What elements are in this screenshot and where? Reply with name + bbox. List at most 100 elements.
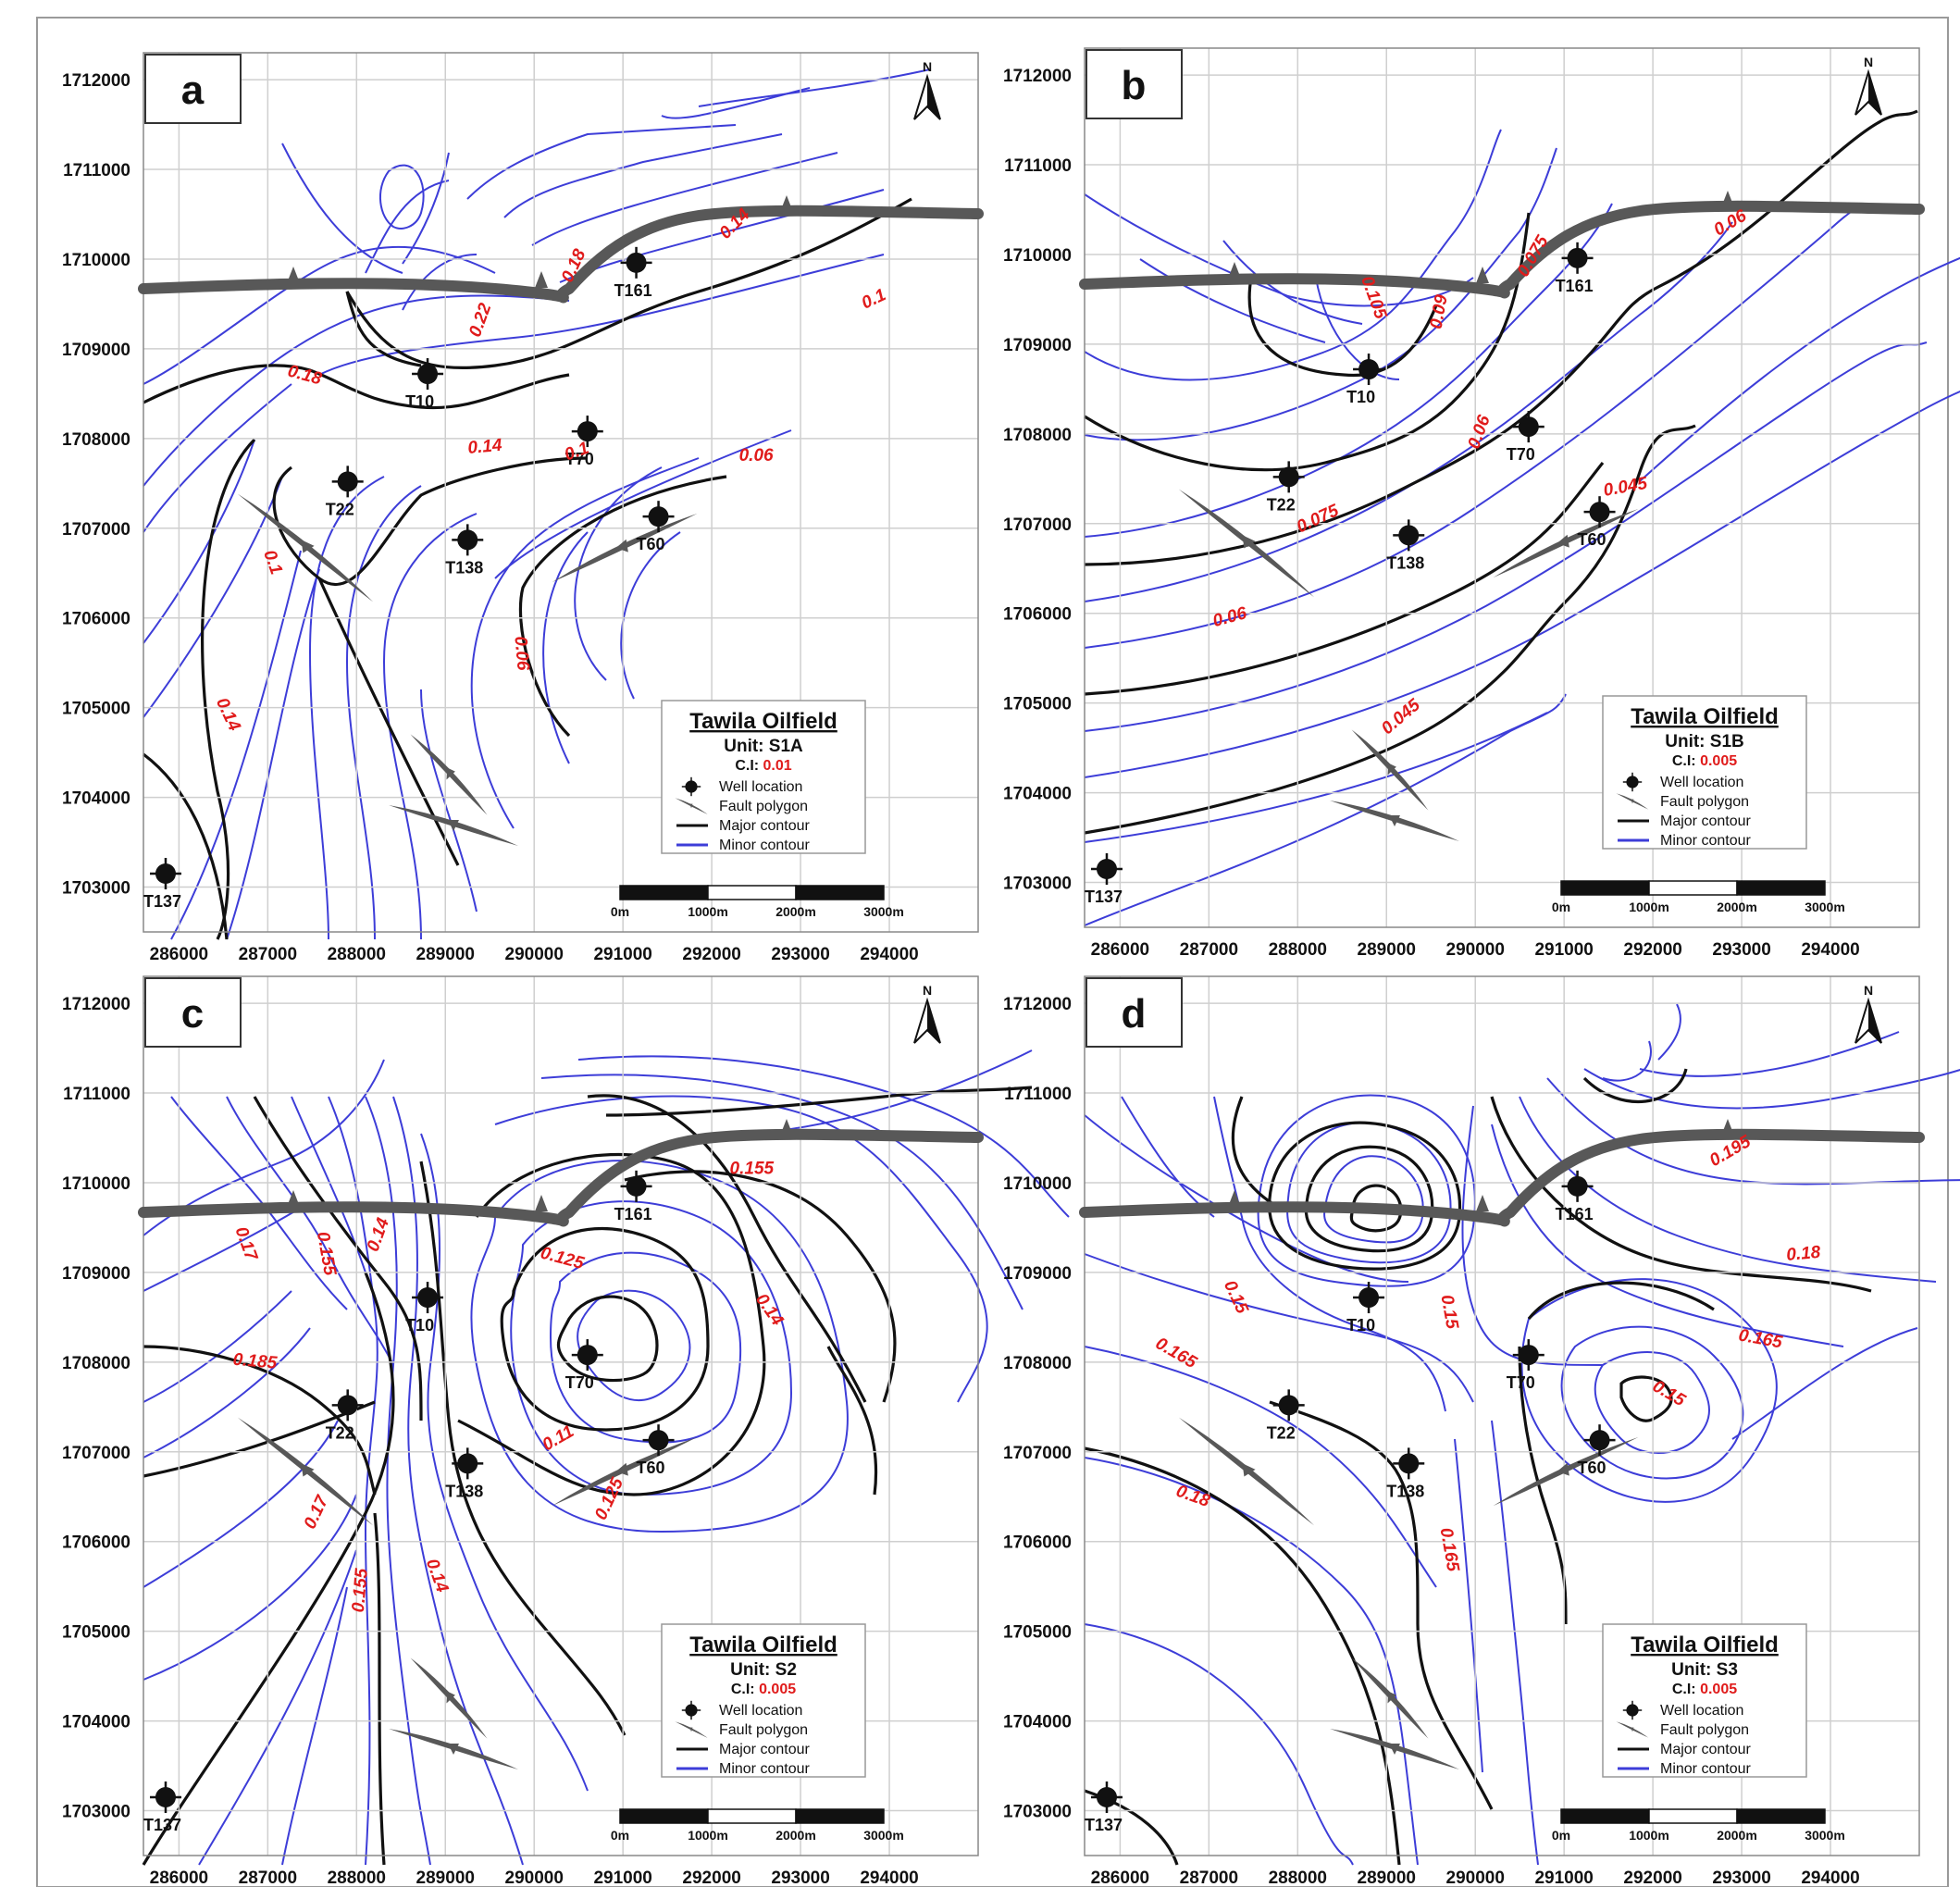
x-tick-label: 294000 <box>860 945 918 964</box>
major-contour <box>253 1096 423 1421</box>
minor-contour <box>420 689 478 912</box>
scalebar-segment <box>619 885 709 900</box>
y-tick-label: 1712000 <box>1003 995 1072 1014</box>
north-label: N <box>1864 55 1873 69</box>
x-tick-label: 286000 <box>1091 940 1149 960</box>
y-tick-label: 1706000 <box>1003 1533 1072 1553</box>
panel-letter: c <box>181 991 204 1037</box>
scalebar-segment <box>1648 1808 1738 1824</box>
major-contour <box>1084 424 1696 835</box>
legend-ci: C.I: 0.005 <box>1672 753 1737 769</box>
well-label: T10 <box>405 392 434 411</box>
x-tick-label: 288000 <box>1269 1868 1327 1887</box>
minor-contour <box>1139 258 1326 343</box>
scalebar-label: 2000m <box>775 1828 816 1843</box>
contour-label: 0.185 <box>232 1350 279 1373</box>
y-tick-label: 1707000 <box>1003 515 1072 535</box>
y-tick-label: 1708000 <box>62 1354 130 1373</box>
fault-tick <box>1228 1190 1241 1207</box>
minor-contour <box>382 513 478 940</box>
legend-ci: C.I: 0.01 <box>735 758 791 774</box>
y-tick-label: 1710000 <box>1003 1174 1072 1194</box>
legend-item-label: Fault polygon <box>1660 794 1749 810</box>
minor-contour <box>1084 341 1928 732</box>
minor-contour <box>143 1420 339 1588</box>
minor-contour <box>143 383 292 533</box>
legend-ci-prefix: C.I: <box>731 1682 759 1697</box>
minor-contour <box>1731 1327 1918 1440</box>
minor-contour <box>281 1586 348 1866</box>
panel-overlay-a: 1712000 1711000 1710000 1709000 1708000 17070… <box>62 52 984 964</box>
legend-unit: Unit: S2 <box>730 1660 797 1680</box>
legend-item-label: Well location <box>1660 1703 1743 1719</box>
legend-item-label: Minor contour <box>719 838 810 853</box>
scalebar-label: 1000m <box>1629 1828 1669 1843</box>
legend-ci: C.I: 0.005 <box>731 1682 796 1697</box>
major-contour <box>142 1272 395 1866</box>
y-tick-label: 1706000 <box>62 1533 130 1553</box>
well-label: T22 <box>1267 1423 1296 1442</box>
well-label: T60 <box>1578 530 1606 549</box>
map-border <box>143 52 979 933</box>
minor-contour <box>143 294 570 487</box>
legend-item-label: Fault polygon <box>719 799 808 814</box>
y-tick-label: 1710000 <box>62 251 130 270</box>
major-contour <box>419 1161 626 1736</box>
well-label: T10 <box>1346 1316 1375 1335</box>
y-tick-label: 1704000 <box>1003 1713 1072 1732</box>
y-tick-label: 1703000 <box>62 879 130 899</box>
y-tick-label: 1703000 <box>62 1803 130 1822</box>
legend-title: Tawila Oilfield <box>1631 704 1779 729</box>
north-arrow-fill <box>927 77 940 119</box>
x-tick-label: 289000 <box>416 945 475 964</box>
legend-ci-prefix: C.I: <box>1672 753 1700 769</box>
scalebar-label: 2000m <box>775 904 816 919</box>
major-contour <box>1231 1096 1280 1210</box>
well-label: T70 <box>1507 1373 1535 1392</box>
y-tick-label: 1712000 <box>1003 67 1072 86</box>
minor-contour <box>1546 1077 1960 1186</box>
minor-contour <box>170 1096 348 1310</box>
scalebar-label: 1000m <box>688 1828 728 1843</box>
scalebar-segment <box>795 885 885 900</box>
minor-contour <box>1602 1040 1652 1082</box>
legend-item-label: Minor contour <box>1660 1761 1751 1777</box>
y-tick-label: 1706000 <box>62 610 130 629</box>
minor-contour <box>470 1160 849 1533</box>
legend-item-label: Major contour <box>1660 1742 1751 1757</box>
legend-unit: Unit: S1A <box>724 737 803 756</box>
scalebar-label: 3000m <box>863 1828 904 1843</box>
scalebar-label: 2000m <box>1717 900 1757 914</box>
well-label: T10 <box>405 1316 434 1335</box>
fault-tick <box>1476 267 1489 283</box>
minor-contour <box>1084 712 1548 843</box>
fault-tick <box>780 1119 793 1136</box>
fault-tick <box>535 271 548 288</box>
minor-contour <box>577 1289 691 1402</box>
major-contour <box>345 197 912 369</box>
minor-contour <box>143 1290 292 1403</box>
legend-item-label: Well location <box>719 1703 802 1719</box>
legend-box <box>661 1623 866 1778</box>
minor-contour <box>494 1095 988 1403</box>
minor-contour <box>226 1096 394 1366</box>
x-tick-label: 293000 <box>771 945 829 964</box>
scalebar-label: 0m <box>1552 1828 1570 1843</box>
figure-frame <box>36 17 1949 1887</box>
map-panel-b <box>1084 109 1960 926</box>
well-label: T137 <box>143 1816 181 1834</box>
well-label: T137 <box>143 892 181 911</box>
north-label: N <box>1864 983 1873 998</box>
minor-contour <box>143 245 496 385</box>
legend-item-label: Major contour <box>719 1742 810 1757</box>
minor-contour <box>378 164 425 230</box>
minor-contour <box>1084 693 1567 926</box>
minor-contour <box>392 1096 524 1866</box>
contour-label: 0.06 <box>739 446 774 466</box>
y-tick-label: 1704000 <box>1003 785 1072 804</box>
minor-contour <box>549 1251 742 1444</box>
well-label: T161 <box>614 1205 652 1223</box>
x-tick-label: 294000 <box>860 1868 918 1887</box>
y-tick-label: 1706000 <box>1003 605 1072 625</box>
legend-unit: Unit: S3 <box>1671 1660 1738 1680</box>
